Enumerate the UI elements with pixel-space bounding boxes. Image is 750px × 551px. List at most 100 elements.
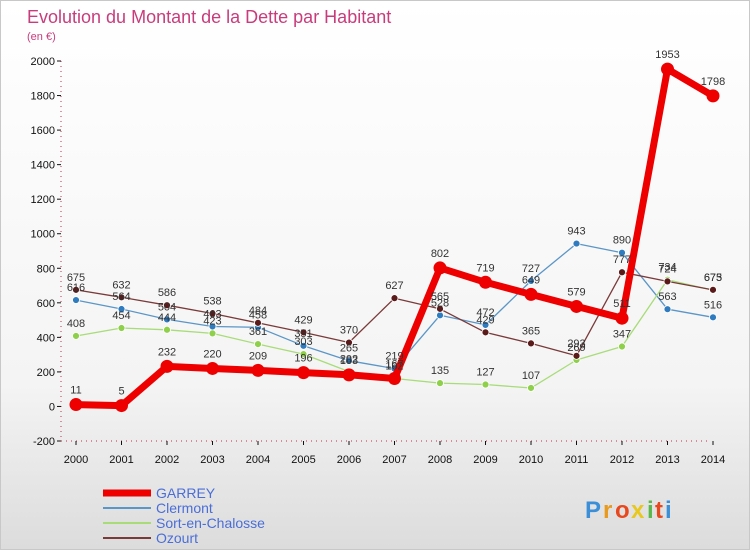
data-point [527, 339, 535, 348]
x-tick-label: 2014 [701, 454, 725, 466]
data-label: 232 [158, 346, 176, 358]
data-label: 538 [203, 296, 221, 308]
data-label: 673 [704, 272, 722, 284]
data-label: 627 [385, 280, 403, 292]
y-tick-label: 400 [37, 332, 55, 344]
data-label: 265 [340, 343, 358, 355]
y-tick-label: 1600 [31, 125, 55, 137]
data-point [527, 384, 535, 392]
data-label: 408 [67, 318, 85, 330]
data-label: 429 [294, 314, 312, 326]
data-label: 734 [658, 262, 676, 274]
data-label: 719 [476, 262, 494, 274]
data-point [342, 368, 356, 382]
data-point [570, 299, 583, 313]
data-label: 219 [385, 351, 403, 363]
data-point [72, 296, 80, 304]
data-label: 365 [522, 325, 540, 337]
data-point [208, 329, 217, 338]
logo-letter: P [585, 497, 601, 524]
data-point [709, 313, 717, 322]
x-tick-label: 2004 [246, 454, 270, 466]
x-tick-label: 2013 [655, 454, 679, 466]
data-label: 196 [294, 353, 312, 365]
axes: -200 0 200 400 600 800 1000 1200 1400 1600 1800 200… [31, 56, 726, 466]
data-point [115, 399, 128, 413]
data-point [163, 325, 171, 334]
data-label: 429 [476, 314, 494, 326]
data-point [436, 379, 444, 388]
data-label: 361 [249, 326, 267, 338]
data-label: 5 [118, 386, 124, 398]
data-label: 351 [294, 328, 312, 340]
logo-letter: i [665, 497, 672, 524]
x-tick-label: 2002 [155, 454, 179, 466]
data-point [572, 351, 581, 360]
data-point [618, 268, 626, 277]
data-label: 1798 [701, 76, 725, 88]
chart-title: Evolution du Montant de la Dette par Hab… [27, 7, 391, 27]
data-point [117, 293, 126, 302]
data-point [72, 332, 80, 340]
y-tick-label: 1400 [31, 160, 55, 172]
data-label: 586 [158, 287, 176, 299]
legend-label-garrey: GARREY [156, 485, 216, 501]
data-point [251, 363, 265, 377]
data-label: 504 [158, 301, 176, 313]
series-layer [69, 62, 720, 413]
series-garrey [69, 62, 720, 413]
data-point [388, 371, 401, 385]
data-label: 209 [249, 350, 267, 362]
data-point [618, 248, 626, 257]
data-point [481, 380, 490, 389]
data-label: 528 [431, 297, 449, 309]
x-tick-label: 2006 [337, 454, 361, 466]
series-ozourt [72, 268, 717, 360]
data-point [254, 318, 262, 327]
y-tick-label: 1000 [31, 229, 55, 241]
y-tick-label: 200 [37, 367, 55, 379]
y-tick-label: 800 [37, 263, 55, 275]
data-point [69, 398, 83, 412]
data-point [479, 275, 492, 289]
data-label: 472 [476, 307, 494, 319]
logo-letter: i [647, 497, 654, 524]
data-point [160, 359, 174, 373]
x-tick-label: 2007 [382, 454, 406, 466]
data-label: 303 [294, 336, 312, 348]
data-label: 649 [522, 274, 540, 286]
y-tick-label: 1200 [31, 194, 55, 206]
x-tick-label: 2000 [64, 454, 88, 466]
data-label: 11 [70, 385, 81, 397]
data-label: 484 [249, 305, 267, 317]
data-point [524, 287, 538, 301]
data-label: 423 [203, 315, 221, 327]
data-label: 269 [567, 342, 585, 354]
data-point [163, 301, 171, 310]
data-point [117, 305, 126, 313]
x-tick-label: 2008 [428, 454, 452, 466]
data-label: 511 [613, 298, 631, 310]
data-label: 162 [385, 360, 403, 372]
legend-label-clermont: Clermont [156, 500, 213, 516]
data-point [663, 305, 672, 314]
data-point [208, 309, 217, 318]
data-point [663, 277, 672, 286]
data-label: 293 [567, 338, 585, 350]
data-label: 1953 [655, 49, 679, 61]
logo-letter: r [603, 497, 612, 524]
data-labels: 616 564 504 463 458 351 265 219 528 472 727 943 890 5… [67, 49, 725, 397]
x-tick-label: 2005 [291, 454, 315, 466]
data-label: 444 [158, 312, 176, 324]
data-label: 107 [522, 370, 540, 382]
logo-letter: x [631, 497, 645, 524]
data-point [433, 261, 447, 275]
data-label: 579 [567, 286, 585, 298]
data-label: 183 [340, 355, 358, 367]
data-point [297, 366, 310, 380]
y-tick-label: 0 [49, 401, 55, 413]
